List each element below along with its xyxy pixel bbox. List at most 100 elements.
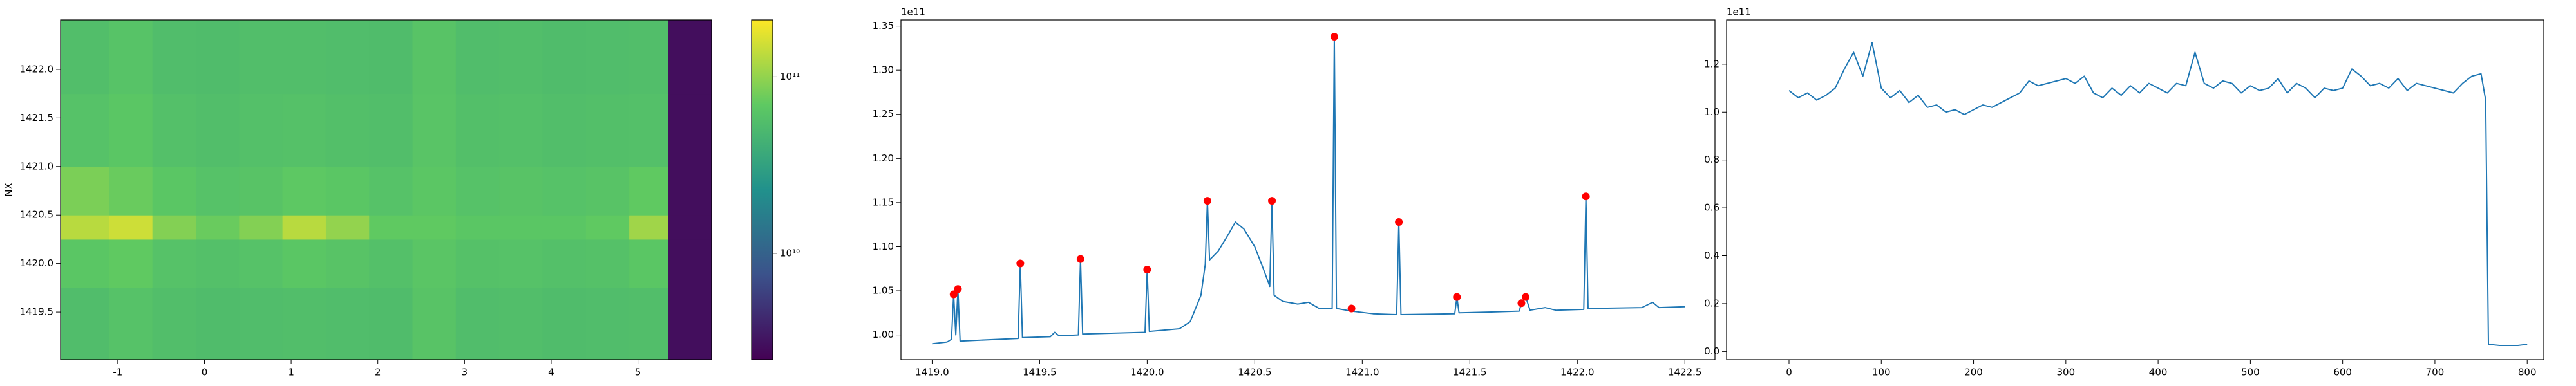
heatmap-cell	[585, 239, 630, 288]
heatmap-cell	[542, 93, 587, 167]
axes-frame	[60, 19, 712, 360]
y-tick-label: 1420.0	[20, 257, 54, 269]
x-tick-label: 4	[548, 367, 554, 378]
heatmap-cell	[325, 239, 370, 288]
peak-marker	[949, 290, 958, 299]
y-tick-label: 1419.5	[20, 306, 54, 318]
y-tick-label: 1420.5	[20, 209, 54, 221]
y-tick-label: 1421.5	[20, 112, 54, 124]
heatmap-cells	[61, 20, 712, 360]
heatmap-cell	[499, 166, 543, 216]
heatmap-cell	[412, 93, 457, 167]
y-tick-label: 1.20	[873, 152, 894, 164]
heatmap-cell	[61, 288, 109, 360]
heatmap-cell	[668, 93, 712, 167]
heatmap-cell	[325, 166, 370, 216]
heatmap-cell	[499, 239, 543, 288]
heatmap-cell	[455, 93, 500, 167]
y-tick-label: 1.35	[873, 20, 894, 32]
x-tick-label: 500	[2241, 367, 2260, 378]
heatmap-cell	[542, 239, 587, 288]
heatmap-cell	[542, 166, 587, 216]
heatmap-cell	[239, 288, 283, 360]
heatmap-cell	[152, 166, 196, 216]
y-axis-label: NX	[3, 183, 15, 197]
heatmap-cell	[61, 166, 109, 216]
peak-marker	[1268, 197, 1276, 205]
heatmap-cell	[109, 215, 153, 240]
heatmap-cell	[369, 166, 413, 216]
heatmap-cell	[196, 20, 240, 95]
heatmap-cell	[585, 288, 630, 360]
peak-marker	[1347, 304, 1356, 313]
colorbar-frame	[751, 19, 773, 360]
heatmap-cell	[61, 215, 109, 240]
heatmap-cell	[455, 215, 500, 240]
heatmap-cell	[585, 93, 630, 167]
heatmap-cell	[668, 166, 712, 216]
axes-frame	[900, 19, 1716, 360]
y-tick-label: 1.30	[873, 64, 894, 76]
heatmap-cell	[499, 215, 543, 240]
heatmap-cell	[629, 239, 669, 288]
heatmap-cell	[282, 215, 327, 240]
peak-marker	[954, 285, 962, 293]
x-tick-label: 1419.5	[1023, 367, 1057, 378]
heatmap-cell	[585, 166, 630, 216]
x-tick-label: 2	[375, 367, 381, 378]
x-tick-label: 1422.0	[1560, 367, 1595, 378]
x-tick-label: 3	[462, 367, 468, 378]
heatmap-cell	[499, 93, 543, 167]
y-offset-label: 1e11	[1727, 6, 1751, 18]
heatmap-cell	[412, 239, 457, 288]
heatmap-cell	[325, 93, 370, 167]
heatmap-cell	[668, 20, 712, 95]
heatmap-cell	[585, 215, 630, 240]
heatmap-cell	[369, 215, 413, 240]
x-tick-label: 5	[635, 367, 641, 378]
heatmap-cell	[61, 239, 109, 288]
peak-marker	[1582, 192, 1590, 201]
y-tick-label: 1.25	[873, 108, 894, 120]
peak-marker	[1203, 197, 1211, 205]
heatmap-cell	[325, 288, 370, 360]
heatmap-cell	[196, 166, 240, 216]
heatmap-cell	[412, 215, 457, 240]
peak-marker	[1143, 266, 1151, 274]
heatmap-cell	[239, 166, 283, 216]
x-tick-label: 0	[202, 367, 208, 378]
x-tick-label: 600	[2333, 367, 2352, 378]
heatmap-cell	[109, 239, 153, 288]
heatmap-cell	[369, 20, 413, 95]
x-tick-label: 300	[2057, 367, 2076, 378]
heatmap-cell	[455, 288, 500, 360]
heatmap-cell	[152, 93, 196, 167]
heatmap-cell	[152, 215, 196, 240]
peak-marker	[1522, 293, 1530, 301]
heatmap-cell	[455, 166, 500, 216]
heatmap-cell	[282, 20, 327, 95]
y-tick-label: 1.2	[1704, 58, 1719, 69]
y-tick-label: 0.6	[1704, 202, 1719, 214]
heatmap-cell	[455, 20, 500, 95]
y-offset-label: 1e11	[901, 6, 925, 18]
y-tick-label: 1422.0	[20, 63, 54, 75]
x-tick-label: 800	[2518, 367, 2537, 378]
x-tick-label: 400	[2149, 367, 2168, 378]
y-tick-label: 0.0	[1704, 345, 1719, 357]
colorbar-tick-label: 10¹⁰	[780, 247, 800, 259]
heatmap-cell	[369, 288, 413, 360]
y-tick-label: 0.2	[1704, 297, 1719, 309]
heatmap-cell	[499, 288, 543, 360]
heatmap-cell	[325, 20, 370, 95]
heatmap-cell	[499, 20, 543, 95]
heatmap-cell	[412, 166, 457, 216]
heatmap-cell	[369, 93, 413, 167]
x-tick-label: 1421.0	[1345, 367, 1379, 378]
heatmap-cell	[239, 20, 283, 95]
x-tick-label: 1422.5	[1668, 367, 1702, 378]
heatmap-cell	[629, 288, 669, 360]
x-tick-label: 1419.0	[915, 367, 949, 378]
y-tick-label: 1.0	[1704, 106, 1719, 118]
